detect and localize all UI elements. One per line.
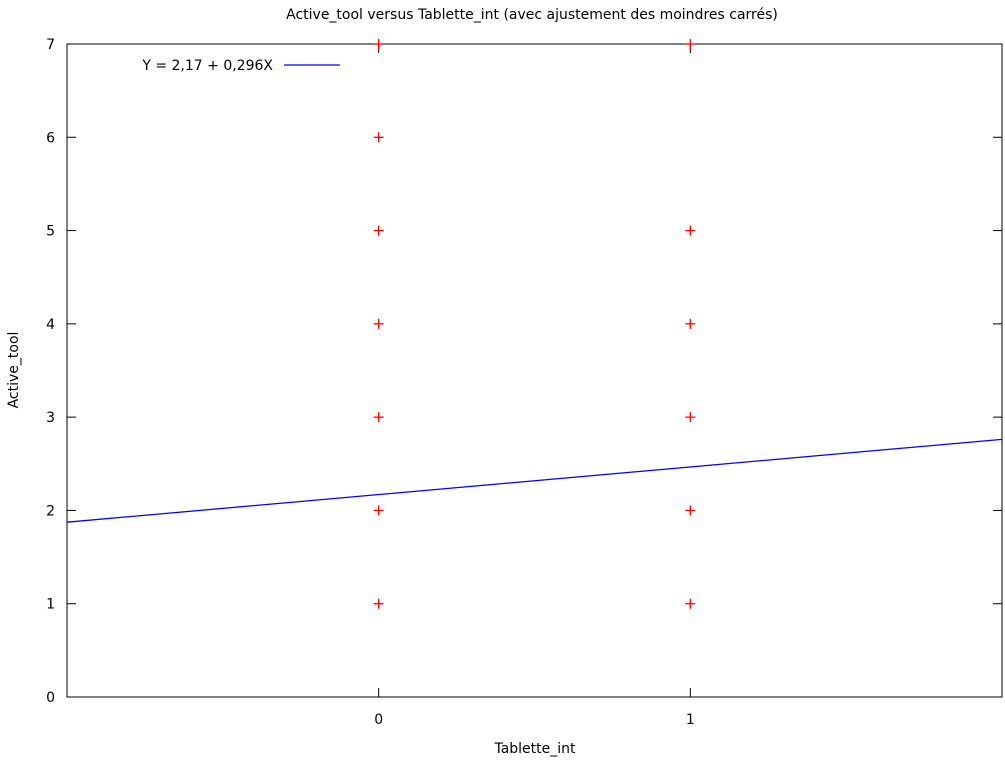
data-point xyxy=(373,225,384,236)
chart-title: Active_tool versus Tablette_int (avec aj… xyxy=(286,7,778,23)
y-tick-label: 5 xyxy=(46,224,55,240)
data-point xyxy=(685,505,696,516)
axis-ticks: 0 1 2 3 4 5 6 7 0 1 xyxy=(46,37,1002,728)
y-tick-label: 3 xyxy=(46,410,55,426)
data-points xyxy=(373,39,696,609)
data-point xyxy=(685,598,696,609)
x-tick-label: 1 xyxy=(686,712,695,728)
y-tick-label: 4 xyxy=(46,317,55,333)
data-point xyxy=(685,225,696,236)
data-point xyxy=(685,39,696,49)
y-tick-label: 6 xyxy=(46,130,55,146)
data-point xyxy=(373,505,384,516)
x-tick-label: 0 xyxy=(374,712,383,728)
data-point xyxy=(373,318,384,329)
x-axis-label: Tablette_int xyxy=(493,741,576,757)
data-point xyxy=(685,318,696,329)
plot-frame xyxy=(66,43,1003,698)
least-squares-fit-line xyxy=(66,438,1003,523)
y-tick-label: 1 xyxy=(46,597,55,613)
data-point xyxy=(373,132,384,143)
data-point xyxy=(685,412,696,423)
y-tick-label: 0 xyxy=(46,690,55,706)
y-tick-label: 2 xyxy=(46,503,55,519)
fit-line-layer xyxy=(66,438,1003,523)
data-point xyxy=(373,412,384,423)
data-point xyxy=(373,39,384,49)
legend: Y = 2,17 + 0,296X xyxy=(141,58,340,74)
y-axis-label: Active_tool xyxy=(6,332,22,409)
data-point xyxy=(373,598,384,609)
y-tick-label: 7 xyxy=(46,37,55,53)
legend-label: Y = 2,17 + 0,296X xyxy=(141,58,273,74)
